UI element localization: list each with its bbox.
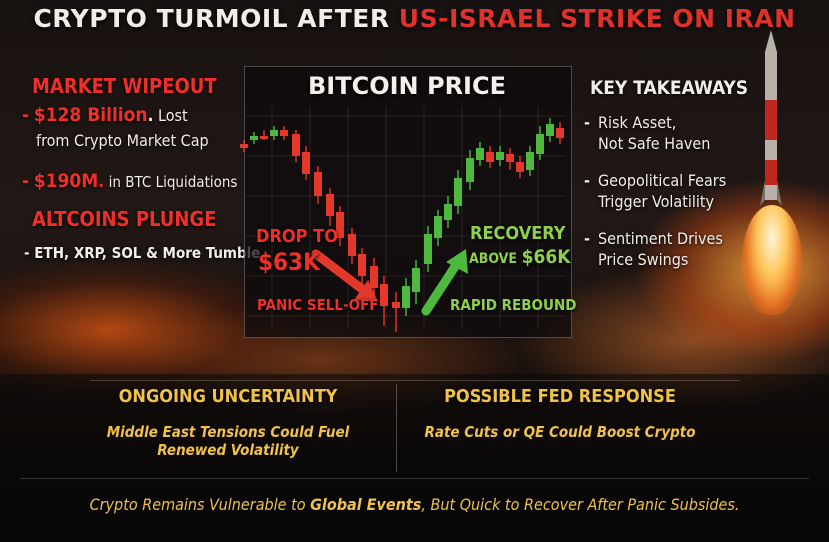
candle-down [486, 152, 494, 162]
candle-down [556, 128, 564, 138]
footer-statement: Crypto Remains Vulnerable to Global Even… [0, 495, 829, 514]
drop-price-label: $63K [258, 248, 320, 276]
candle-up [424, 234, 432, 264]
candle-up [454, 178, 462, 206]
down-arrow [311, 249, 371, 297]
key-takeaways-header: KEY TAKEAWAYS [590, 77, 749, 99]
bottom-divider [396, 384, 397, 472]
panic-sell-off-label: PANIC SELL-OFF [257, 296, 379, 314]
candle-up [250, 136, 258, 140]
candle-down [348, 234, 356, 256]
candle-down [506, 154, 514, 162]
recovery-price: $66K [521, 246, 571, 268]
takeaway-dash: - [584, 229, 590, 248]
takeaway-line1: Risk Asset, [598, 113, 677, 132]
candle-down [380, 284, 388, 306]
candle-down [370, 266, 378, 288]
amount-128b: $128 Billion [33, 104, 148, 126]
lost-label: Lost [157, 106, 188, 125]
liquidations-label: in BTC Liquidations [108, 173, 238, 191]
candle-up [546, 124, 554, 136]
candle-up [476, 148, 484, 160]
candles [240, 118, 564, 332]
rapid-rebound-label: RAPID REBOUND [450, 296, 577, 314]
amount-190m: $190M [33, 170, 99, 192]
dash: - [22, 104, 30, 126]
ongoing-uncertainty-header: ONGOING UNCERTAINTY [118, 386, 338, 407]
candle-down [336, 212, 344, 238]
market-wipeout-header: MARKET WIPEOUT [32, 74, 217, 98]
trend-arrows [311, 249, 468, 316]
takeaway-line2: Not Safe Haven [598, 134, 711, 153]
takeaway-line2: Price Swings [598, 250, 689, 269]
candle-down [260, 136, 268, 139]
altcoins-header: ALTCOINS PLUNGE [32, 207, 217, 231]
fed-response-line1: Rate Cuts or QE Could Boost Crypto [424, 423, 696, 441]
bottom-band [0, 374, 829, 542]
takeaway-item: - Risk Asset, Not Safe Haven [584, 112, 710, 154]
page-title: CRYPTO TURMOIL AFTER US-ISRAEL STRIKE ON… [0, 4, 829, 33]
footer-part2: Global Events [310, 495, 422, 514]
ongoing-uncertainty-line1: Middle East Tensions Could Fuel [106, 423, 350, 441]
title-part1: CRYPTO TURMOIL AFTER [33, 4, 399, 33]
takeaway-line1: Sentiment Drives [598, 229, 723, 248]
up-arrow [421, 257, 463, 316]
recovery-above: ABOVE $66K [469, 246, 571, 268]
takeaway-line1: Geopolitical Fears [598, 171, 727, 190]
takeaway-item: - Sentiment Drives Price Swings [584, 228, 723, 270]
candle-down [326, 194, 334, 216]
rocket-flame [742, 205, 802, 315]
candle-down [280, 130, 288, 136]
candle-up [466, 158, 474, 182]
candle-down [358, 254, 366, 276]
candle-down [292, 134, 300, 156]
bottom-top-rule [90, 380, 740, 381]
candle-up [536, 134, 544, 154]
candle-up [496, 152, 504, 160]
footer-part3: , But Quick to Recover After Panic Subsi… [421, 495, 740, 514]
candle-down [392, 302, 400, 308]
candle-up [526, 152, 534, 170]
footer-part1: Crypto Remains Vulnerable to [89, 495, 311, 514]
candle-up [444, 204, 452, 220]
candle-down [240, 144, 248, 148]
title-part2: US-ISRAEL STRIKE ON IRAN [398, 4, 796, 33]
down-arrow-head [354, 280, 378, 302]
fed-response-header: POSSIBLE FED RESPONSE [444, 386, 676, 407]
candle-up [412, 268, 420, 292]
takeaway-line2: Trigger Volatility [598, 192, 714, 211]
altcoins-text: - ETH, XRP, SOL & More Tumble [24, 244, 261, 262]
above-label: ABOVE [469, 251, 518, 267]
takeaway-dash: - [584, 171, 590, 190]
rocket-illustration [760, 30, 782, 206]
candle-down [302, 152, 310, 174]
takeaway-item: - Geopolitical Fears Trigger Volatility [584, 170, 726, 212]
ongoing-uncertainty-line2: Renewed Volatility [157, 441, 299, 459]
wipeout-item-1-sub: from Crypto Market Cap [36, 131, 209, 150]
bitcoin-chart [240, 106, 566, 332]
up-arrow-head [446, 249, 468, 274]
candle-down [516, 162, 524, 172]
chart-title: BITCOIN PRICE [308, 72, 506, 100]
dash: - [22, 170, 30, 192]
bottom-footer-rule [20, 478, 809, 479]
candle-down [314, 172, 322, 196]
drop-to-label: DROP TO [256, 226, 338, 247]
takeaway-dash: - [584, 113, 590, 132]
candle-up [402, 286, 410, 308]
wipeout-item-1: - $128 Billion. Lost [22, 104, 188, 126]
candle-up [270, 130, 278, 136]
candle-up [434, 216, 442, 238]
recovery-label: RECOVERY [470, 223, 566, 244]
wipeout-item-2: - $190M. in BTC Liquidations [22, 170, 238, 192]
